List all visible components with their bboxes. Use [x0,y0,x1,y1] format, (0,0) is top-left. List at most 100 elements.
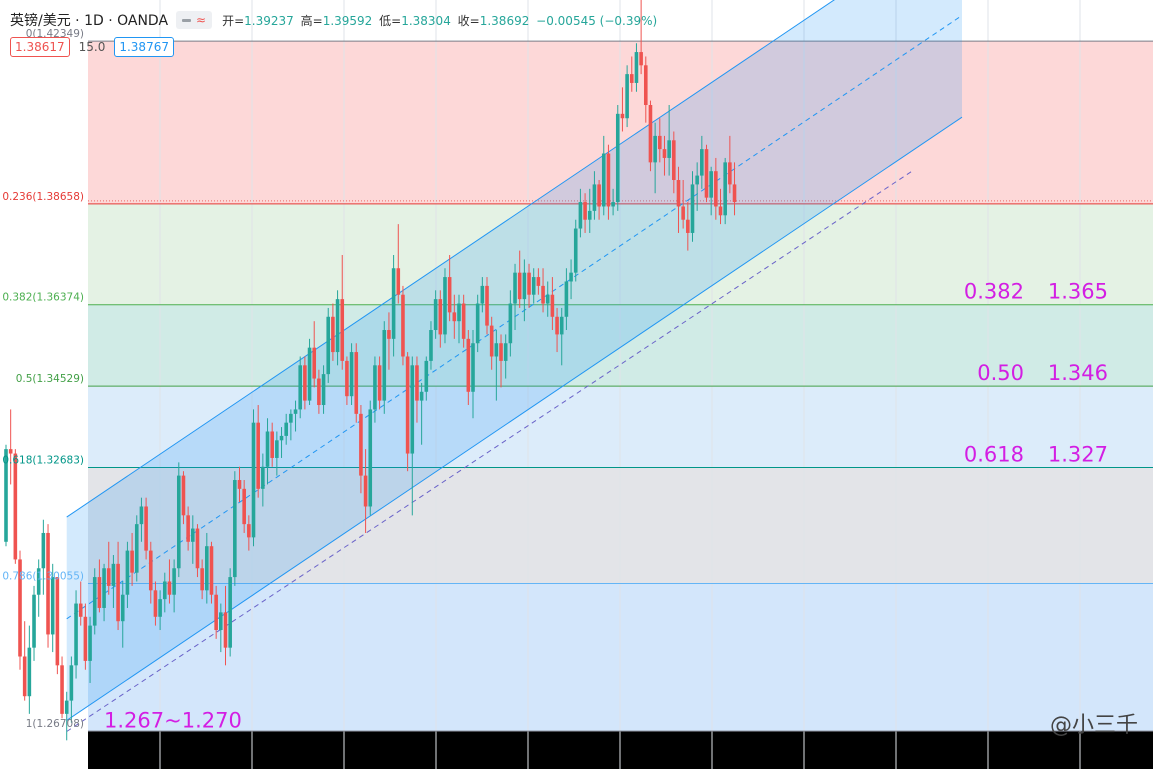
candle-body [545,294,550,304]
sell-price-button[interactable]: 1.38617 [10,37,70,57]
candle-body [92,577,97,626]
symbol-title[interactable]: 英镑/美元 · 1D · OANDA [10,13,169,29]
dash-icon [182,18,192,22]
candle-body [457,303,461,322]
candle-body [176,475,181,569]
candle-body [676,180,681,207]
annotation-value: 1.346 [1048,361,1108,385]
candle-body [573,228,578,273]
candle-body [690,184,695,233]
candle-body [289,413,293,423]
indicator-toggle[interactable]: ≈ [176,11,213,29]
candle-body [134,524,139,573]
candle-body [279,435,284,441]
candle-body [191,528,195,542]
candle-body [144,506,148,551]
candle-body [503,343,508,361]
fib-level-label: 0.5(1.34529) [16,373,84,385]
candle-body [162,581,167,600]
candle-body [405,356,410,454]
candle-body [195,528,200,569]
candle-body [307,347,312,401]
candle-body [22,656,27,697]
candle-body [700,149,704,176]
candle-body [186,515,190,542]
candle-body [148,550,153,591]
candle-body [517,272,522,300]
open-label: 开= [222,13,245,28]
candle-body [331,316,335,353]
candle-body [228,577,232,648]
candle-body [536,277,541,286]
candle-body [443,277,447,335]
annotation-ratio: 0.50 [977,361,1024,385]
candle-body [312,347,317,379]
regression-channel[interactable] [66,0,963,732]
candle-body [377,365,382,401]
candle-body [359,413,363,476]
low-value: 1.38304 [401,13,451,28]
candle-body [265,431,270,467]
candle-body [592,184,597,211]
candle-body [728,162,732,185]
candle-body [620,113,625,119]
candle-body [363,475,368,507]
candle-body [18,559,22,657]
candle-body [303,365,307,401]
candle-body [106,568,111,586]
annotation-ratio: 0.382 [964,280,1024,304]
candle-body [658,135,662,150]
fib-level-label: 0.236(1.38658) [2,191,84,203]
channel-fill [66,0,962,721]
candle-body [345,360,349,397]
candle-body [447,277,452,313]
buy-price-button[interactable]: 1.38767 [114,37,174,57]
extension-line [66,170,913,732]
candle-body [611,202,615,207]
candle-body [261,466,265,489]
candle-body [88,625,92,661]
candle-body [247,524,251,538]
candle-body [74,603,78,666]
candle-body [55,577,60,666]
candle-body [251,422,256,538]
candle-body [480,285,485,304]
candle-body [209,546,214,595]
fib-level-label: 1(1.26708) [26,718,84,730]
candle-body [629,74,634,83]
trade-panel: 1.38617 15.0 1.38767 [10,37,174,57]
candle-body [368,409,373,507]
candle-body [606,153,611,207]
candle-body [559,316,564,335]
annotation-value: 1.327 [1048,443,1108,467]
candle-body [508,303,513,344]
candle-body [158,599,162,617]
candle-body [349,352,354,397]
candle-body [242,488,246,525]
fib-lines [88,40,1153,732]
candle-body [60,665,64,714]
candle-body [335,299,340,353]
candle-body [615,113,620,203]
candle-body [172,568,176,595]
candle-body [275,440,279,458]
change-value: −0.00545 (−0.39%) [536,13,658,28]
candle-body [522,272,527,300]
ohlc-values: 开=1.39237 高=1.39592 低=1.38304 收=1.38692 … [222,12,660,29]
candle-body [8,449,13,454]
candle-body [116,563,120,622]
high-value: 1.39592 [322,13,373,28]
candle-body [625,74,629,119]
candle-body [50,577,55,635]
candle-body [13,453,18,560]
candle-body [475,303,480,344]
candle-body [130,550,134,573]
candle-body [223,612,228,648]
candle-body [732,184,737,203]
candle-body [709,171,713,198]
candle-body [597,184,601,207]
candle-body [555,316,559,335]
candle-body [485,285,489,326]
candle-body [634,52,639,83]
